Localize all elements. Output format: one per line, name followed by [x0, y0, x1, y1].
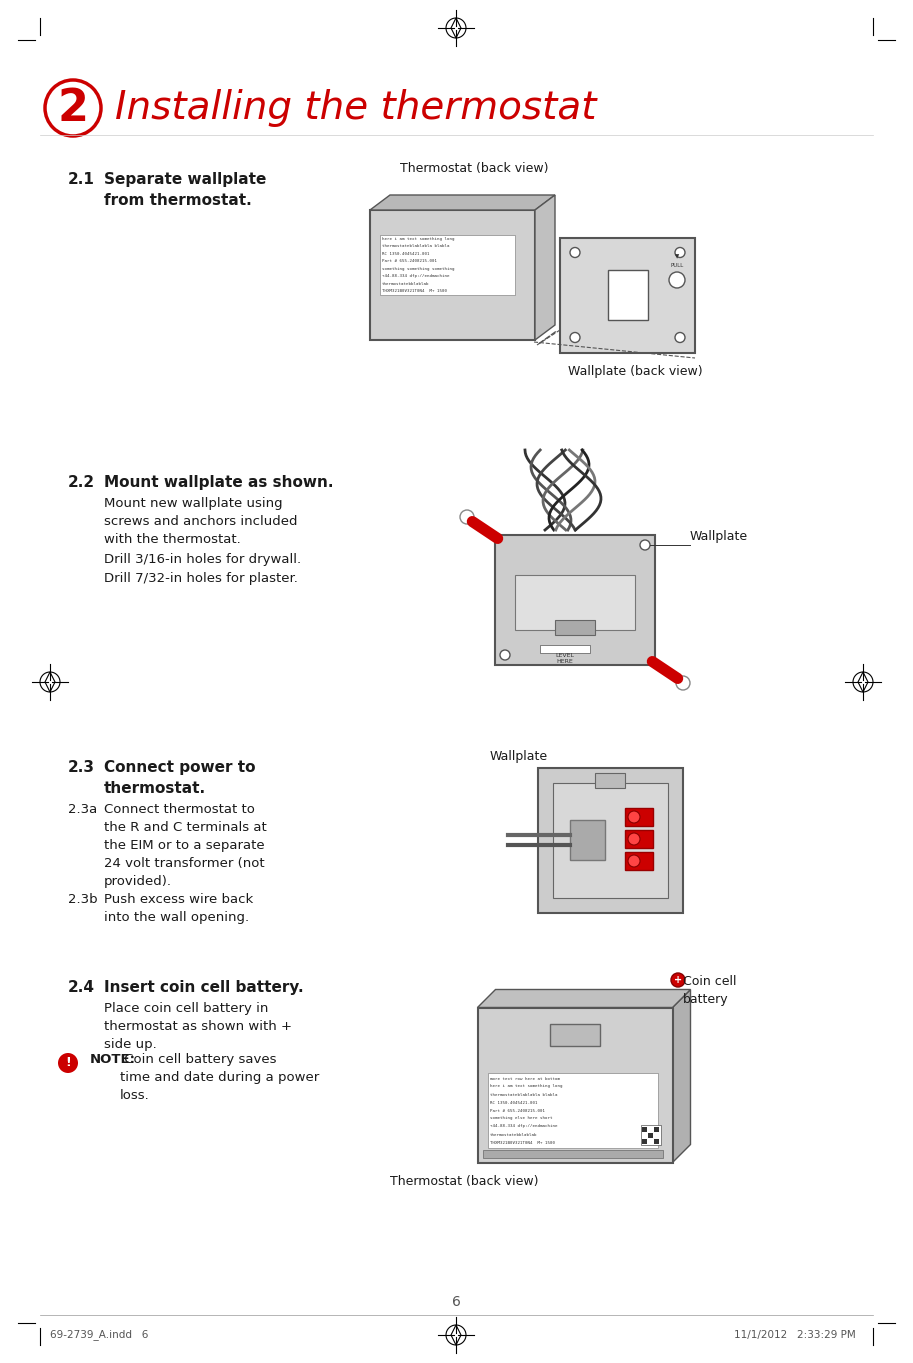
Circle shape [675, 333, 685, 342]
Text: Connect thermostat to
the R and C terminals at
the EIM or to a separate
24 volt : Connect thermostat to the R and C termin… [104, 803, 267, 889]
Bar [488, 1073, 657, 1148]
Text: thermostatnbblablab: thermostatnbblablab [382, 282, 429, 285]
Bar [647, 1133, 653, 1138]
Text: THXM321B0V321T0N4  M+ 1500: THXM321B0V321T0N4 M+ 1500 [489, 1141, 554, 1145]
Text: more text row here at bottom: more text row here at bottom [489, 1077, 560, 1081]
Bar [625, 852, 653, 870]
Bar [555, 620, 595, 635]
Bar [642, 1126, 646, 1131]
Text: NOTE:: NOTE: [90, 1054, 136, 1066]
Text: !: ! [65, 1056, 71, 1070]
Bar [477, 1007, 673, 1163]
Text: Thermostat (back view): Thermostat (back view) [400, 162, 549, 174]
Text: Thermostat (back view): Thermostat (back view) [390, 1175, 539, 1189]
Bar [595, 773, 625, 788]
Text: 2: 2 [58, 86, 89, 129]
Text: RC 1350.4045421-001: RC 1350.4045421-001 [382, 252, 429, 255]
Bar [625, 808, 653, 826]
Circle shape [676, 676, 690, 690]
Text: Separate wallplate
from thermostat.: Separate wallplate from thermostat. [104, 172, 267, 209]
Text: Coin cell
battery: Coin cell battery [683, 975, 737, 1006]
Text: thermostatnbblablab: thermostatnbblablab [489, 1133, 537, 1137]
Text: 6: 6 [452, 1295, 460, 1308]
Circle shape [640, 540, 650, 551]
Text: PULL: PULL [670, 263, 684, 267]
Text: here i am text something long: here i am text something long [489, 1085, 562, 1089]
Text: 2.3: 2.3 [68, 761, 95, 776]
Circle shape [671, 973, 685, 987]
Text: Insert coin cell battery.: Insert coin cell battery. [104, 980, 304, 995]
Text: 2.4: 2.4 [68, 980, 95, 995]
Text: Wallplate: Wallplate [690, 530, 748, 542]
Text: something else here short: something else here short [489, 1116, 552, 1120]
Text: Connect power to
thermostat.: Connect power to thermostat. [104, 761, 256, 796]
Text: RC 1350.4045421-001: RC 1350.4045421-001 [489, 1100, 537, 1104]
Text: 11/1/2012   2:33:29 PM: 11/1/2012 2:33:29 PM [734, 1330, 856, 1340]
Circle shape [628, 855, 640, 867]
Text: Wallplate: Wallplate [490, 750, 548, 763]
Text: Drill 3/16-in holes for drywall.: Drill 3/16-in holes for drywall. [104, 553, 301, 566]
Bar [515, 575, 635, 630]
Bar [550, 1024, 600, 1045]
Circle shape [460, 510, 474, 523]
Bar [560, 237, 695, 353]
Text: 69-2739_A.indd   6: 69-2739_A.indd 6 [50, 1329, 149, 1340]
Text: 2.1: 2.1 [68, 172, 95, 187]
Bar [380, 234, 515, 294]
Polygon shape [370, 195, 555, 210]
Circle shape [628, 811, 640, 823]
Text: Coin cell battery saves
time and date during a power
loss.: Coin cell battery saves time and date du… [120, 1054, 320, 1103]
Bar [654, 1126, 658, 1131]
Text: Drill 7/32-in holes for plaster.: Drill 7/32-in holes for plaster. [104, 572, 298, 585]
Text: Mount wallplate as shown.: Mount wallplate as shown. [104, 474, 333, 491]
Text: Push excess wire back
into the wall opening.: Push excess wire back into the wall open… [104, 893, 253, 924]
Text: HERE: HERE [557, 658, 573, 664]
Circle shape [570, 248, 580, 258]
Bar [625, 830, 653, 848]
Bar [495, 536, 655, 665]
Polygon shape [535, 195, 555, 339]
Text: thermostatnblablabla blabla: thermostatnblablabla blabla [489, 1093, 557, 1096]
Circle shape [58, 1054, 78, 1073]
Polygon shape [477, 990, 690, 1007]
Bar [482, 1149, 663, 1157]
Text: Place coin cell battery in
thermostat as shown with +
side up.: Place coin cell battery in thermostat as… [104, 1002, 292, 1051]
Text: 2.2: 2.2 [68, 474, 95, 491]
Text: +44-88-334 dfp://endmachine: +44-88-334 dfp://endmachine [382, 274, 449, 278]
Text: ▼: ▼ [675, 255, 679, 259]
Bar [538, 767, 683, 912]
Bar [642, 1138, 646, 1144]
Bar [607, 270, 647, 320]
Text: thermostatnblablabla blabla: thermostatnblablabla blabla [382, 244, 449, 248]
Text: Part # 655-2408215-001: Part # 655-2408215-001 [489, 1108, 544, 1112]
Bar [552, 782, 667, 897]
Circle shape [500, 650, 510, 660]
Polygon shape [673, 990, 690, 1163]
Circle shape [570, 333, 580, 342]
Text: here i am text something long: here i am text something long [382, 237, 455, 240]
Text: +: + [674, 975, 682, 985]
Text: Mount new wallplate using
screws and anchors included
with the thermostat.: Mount new wallplate using screws and anc… [104, 497, 298, 547]
Text: Wallplate (back view): Wallplate (back view) [568, 365, 703, 378]
Text: 2.3b: 2.3b [68, 893, 98, 906]
Bar [540, 645, 590, 653]
Circle shape [628, 833, 640, 845]
FancyBboxPatch shape [370, 210, 535, 339]
Bar [641, 1124, 660, 1145]
Text: LEVEL: LEVEL [555, 653, 574, 658]
Bar [654, 1138, 658, 1144]
Text: 2.3a: 2.3a [68, 803, 98, 816]
Text: +44-88-334 dfp://endmachine: +44-88-334 dfp://endmachine [489, 1124, 557, 1129]
Circle shape [669, 273, 685, 288]
Text: Installing the thermostat: Installing the thermostat [115, 89, 596, 127]
Text: THXM321B0V321T0N4  M+ 1500: THXM321B0V321T0N4 M+ 1500 [382, 289, 447, 293]
Circle shape [675, 248, 685, 258]
Text: Part # 655-2408215-001: Part # 655-2408215-001 [382, 259, 437, 263]
Text: something something something: something something something [382, 267, 455, 270]
Bar [570, 821, 605, 860]
